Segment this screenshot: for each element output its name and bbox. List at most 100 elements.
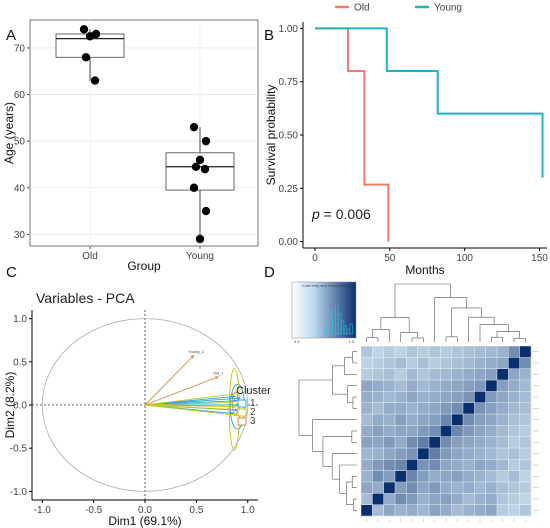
y-tick-label: 1.00 [279,24,299,35]
heatmap-cell [463,368,475,381]
heatmap-cell [383,402,396,415]
variable-arrow [144,354,195,406]
heatmap-cell [372,391,384,403]
heatmap-cell [372,470,384,483]
data-point-young [200,164,210,174]
heatmap-cell [497,368,509,381]
heatmap-cell [519,493,532,505]
heatmap-cell [395,391,407,403]
heatmap-cell [417,436,430,449]
heatmap-cell [497,357,509,369]
heatmap-cell [406,436,418,449]
heatmap-cell [485,346,498,358]
panel-b-survival-plot: 0.00 0.25 0.50 0.75 1.00 0 50 100 150 Old Young p =… [264,3,548,278]
heatmap-cell [463,425,475,437]
heatmap-cell [485,504,498,517]
heatmap-cell [519,402,532,415]
variable-arrowhead [230,411,235,415]
heatmap-cell [361,402,373,415]
heatmap-cell [519,459,532,471]
heatmap-cell [474,380,486,392]
heatmap-cell [429,391,441,403]
heatmap-cell [474,482,486,494]
heatmap-cell [395,436,407,449]
heatmap-cell [383,425,396,437]
heatmap-cell [429,425,441,437]
x-tick-label: -0.5 [85,505,103,516]
heatmap-cell [383,448,396,460]
data-point-young [201,206,211,216]
heatmap-cell [372,402,384,415]
x-tick-label: 0.5 [189,505,203,516]
heatmap-cell [508,425,520,437]
heatmap-cell [361,436,373,449]
heatmap-cell [497,459,509,471]
heatmap-cell [383,459,396,471]
heatmap-cell [417,346,430,358]
data-point-old [85,32,95,41]
heatmap-cell [485,459,498,471]
heatmap-cell [406,414,418,426]
heatmap-cell [440,357,452,369]
heatmap-cell [519,357,532,369]
data-point-young [195,234,205,244]
heatmap-cell [519,414,532,426]
heatmap-cell [474,414,486,426]
heatmap-cell [395,504,407,517]
heatmap-cell [440,459,452,471]
heatmap-cell [361,391,373,403]
heatmap-cell [372,346,384,358]
heatmap-cell [417,459,430,471]
heatmap-cell [451,346,464,358]
heatmap-cell [519,368,532,381]
heatmap-cell [361,380,373,392]
heatmap-cell [485,436,498,449]
heatmap-cell [508,402,520,415]
color-key-histogram-bar [329,318,333,335]
legend-label-old: Old [354,3,370,14]
heatmap-cell [463,402,475,415]
y-tick-label: 1.0 [13,314,27,325]
legend-label-cluster-3: 3 [250,416,256,427]
heatmap-cell [361,346,373,358]
heatmap-cell [485,493,498,505]
heatmap-cell [372,425,384,437]
p-value: = 0.006 [320,206,371,222]
variable-arrow [144,404,237,408]
heatmap-cell [497,346,509,358]
y-tick-label: -0.5 [10,444,28,455]
heatmap-cell [361,357,373,369]
legend-swatch-cluster-3 [237,417,247,426]
heatmap-cell [474,493,486,505]
heatmap-cell [372,504,384,517]
variable-arrow [144,404,238,416]
heatmap-cell [372,357,384,369]
heatmap-cell [463,448,475,460]
x-axis-label: Dim1 (69.1%) [108,514,181,528]
heatmap-cell [383,414,396,426]
heatmap-cell [451,380,464,392]
y-axis-label: Survival probability [264,85,278,186]
heatmap-cell [508,346,520,358]
heatmap-cell [463,459,475,471]
heatmap-cell [497,414,509,426]
y-tick-label: 60 [14,90,26,101]
heatmap-cell [429,368,441,381]
pca-title: Variables - PCA [36,290,135,306]
heatmap-cell [395,482,407,494]
heatmap-cell [508,436,520,449]
heatmap-cell [406,357,418,369]
heatmap-cell [474,504,486,517]
heatmap-cell [463,346,475,358]
heatmap-cell [361,425,373,437]
heatmap-cell [417,448,430,460]
heatmap-cell [372,482,384,494]
heatmap-cell [463,470,475,483]
heatmap-cell [429,459,441,471]
heatmap-cell [485,357,498,369]
panel-a-boxplot: 30 40 50 60 70 Old Young Group Age (years) [2,19,259,273]
heatmap-cell [383,380,396,392]
heatmap-cell [429,357,441,369]
heatmap-cell [361,414,373,426]
color-key-histogram-bar [343,325,347,335]
